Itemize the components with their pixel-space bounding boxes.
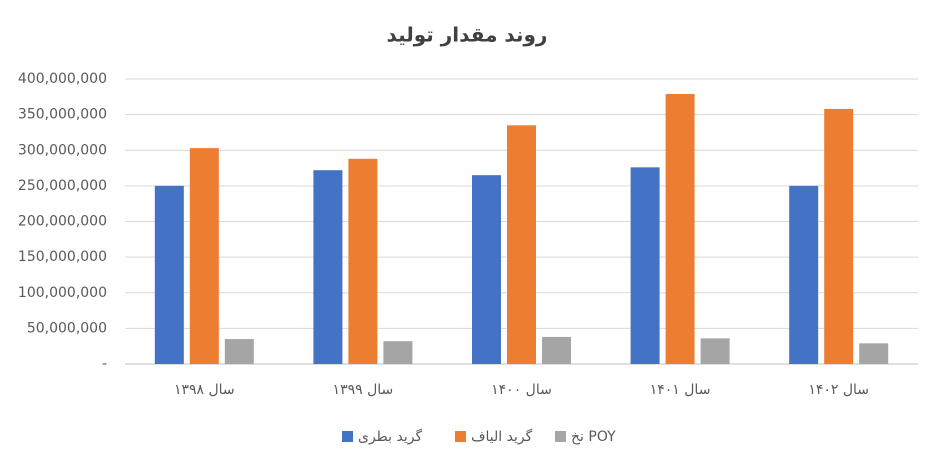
bar — [630, 167, 660, 364]
y-tick-label: - — [102, 356, 107, 372]
bar — [154, 185, 184, 364]
y-tick-label: 300,000,000 — [18, 142, 107, 158]
y-tick-label: 150,000,000 — [18, 249, 107, 265]
bar — [665, 93, 695, 365]
y-tick-label: 400,000,000 — [18, 71, 107, 87]
y-tick-label: 250,000,000 — [18, 178, 107, 194]
bar — [507, 125, 536, 364]
bar — [542, 336, 571, 364]
y-tick-label: 200,000,000 — [18, 214, 107, 230]
legend-swatch — [455, 431, 466, 442]
x-tick-label: سال ۱۴۰۰ — [491, 382, 552, 398]
x-tick-label: سال ۱۴۰۲ — [808, 382, 869, 398]
bar — [859, 343, 889, 364]
bar — [472, 175, 501, 364]
bar — [313, 170, 343, 364]
x-tick-label: سال ۱۴۰۱ — [650, 382, 711, 398]
bar — [789, 185, 819, 364]
y-tick-label: 350,000,000 — [18, 107, 107, 123]
y-tick-label: 50,000,000 — [27, 320, 107, 336]
legend-label: نخ POY — [571, 429, 616, 445]
bar — [700, 338, 730, 364]
bar — [383, 341, 413, 364]
x-tick-label: سال ۱۳۹۸ — [174, 382, 235, 398]
legend-swatch — [342, 431, 353, 442]
chart-title: روند مقدار تولید — [387, 23, 548, 47]
bar — [824, 108, 854, 364]
bar — [189, 148, 219, 364]
bar — [348, 158, 378, 364]
y-tick-label: 100,000,000 — [18, 285, 107, 301]
x-tick-label: سال ۱۳۹۹ — [333, 382, 394, 398]
legend-label: گرید بطری — [358, 428, 422, 445]
legend-swatch — [555, 431, 566, 442]
bar — [224, 339, 254, 364]
legend-label: گرید الیاف — [471, 428, 533, 445]
